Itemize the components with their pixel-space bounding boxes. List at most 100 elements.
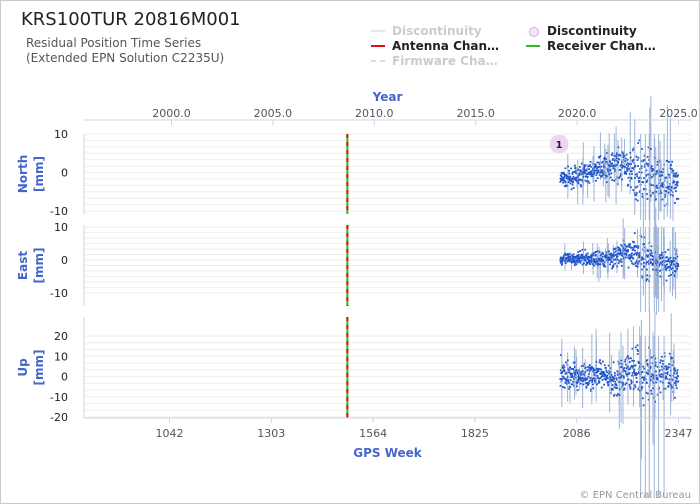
data-point [609,168,612,171]
data-point [589,367,592,370]
data-point [627,168,630,171]
data-point [593,260,596,263]
data-point [629,256,632,259]
data-point [591,380,594,383]
data-point [621,363,624,365]
data-point [569,182,572,185]
data-point [632,365,635,368]
data-point [582,171,585,173]
data-point [576,259,579,261]
data-point [662,181,664,184]
data-point [598,368,601,371]
data-point [608,372,610,375]
data-point [605,175,608,178]
data-point [589,366,591,369]
data-point [623,387,626,390]
legend-label: Discontinuity [392,24,482,38]
data-point [586,252,589,255]
data-point [676,181,679,184]
data-point [666,377,668,380]
y-axis-label: East [16,251,30,280]
data-point [629,366,632,369]
data-point [574,177,577,180]
data-point [615,383,617,386]
data-point [583,169,586,172]
data-point [638,179,640,182]
data-point [645,391,648,394]
data-point [595,165,598,168]
data-point [651,262,654,265]
data-point [675,186,678,189]
data-point [583,262,585,265]
data-point [610,259,612,261]
data-point [594,374,597,377]
data-point [618,259,621,262]
data-point [626,170,628,172]
data-point [567,371,570,374]
data-point [634,249,636,252]
data-point [577,251,580,253]
data-point [568,255,571,258]
week-tick-label: 1042 [156,427,184,440]
data-point [587,172,590,175]
data-point [603,372,606,374]
data-point [611,254,614,257]
data-point [622,388,625,391]
data-point [619,154,622,157]
data-point [665,376,667,378]
data-point [643,188,646,191]
data-point [600,376,603,378]
chart-title: KRS100TUR 20816M001 [21,9,241,30]
data-point [612,254,615,256]
chart-subtitle-line1: Residual Position Time Series [26,36,202,50]
data-point [664,190,667,192]
data-point [658,386,661,389]
data-point [575,169,577,172]
data-point [666,260,669,263]
data-point [587,383,590,386]
data-point [652,184,655,187]
data-point [649,261,652,263]
data-point [559,174,562,177]
data-point [630,256,633,259]
data-point [652,382,655,385]
data-point [587,368,590,371]
data-point [631,347,634,350]
data-point [604,156,606,159]
data-point [669,383,672,386]
data-point [673,174,676,177]
data-point [646,193,648,195]
data-point [661,256,664,259]
data-point [673,396,676,399]
data-point [636,352,639,355]
data-point [611,152,614,155]
chart-subtitle-line2: (Extended EPN Solution C2235U) [26,51,225,65]
data-point [564,262,567,265]
week-tick-label: 1825 [461,427,489,440]
data-point [638,139,641,142]
data-point [620,163,623,166]
data-point [643,243,646,245]
data-point [577,379,580,382]
data-point [600,175,603,178]
data-point [636,373,639,375]
data-point [672,374,675,377]
data-point [560,172,563,175]
data-point [591,378,594,381]
data-point [615,377,618,380]
data-point [591,171,594,173]
data-point [650,165,653,168]
data-point [578,259,581,262]
data-point [595,367,598,370]
data-point [674,174,677,176]
data-point [622,165,625,168]
data-point [590,255,593,258]
data-point [641,148,643,150]
data-point [569,175,572,178]
data-point [642,181,645,184]
data-point [581,377,584,379]
data-point [619,381,621,383]
data-point [584,248,587,251]
data-point [576,382,578,385]
data-point [572,361,575,364]
